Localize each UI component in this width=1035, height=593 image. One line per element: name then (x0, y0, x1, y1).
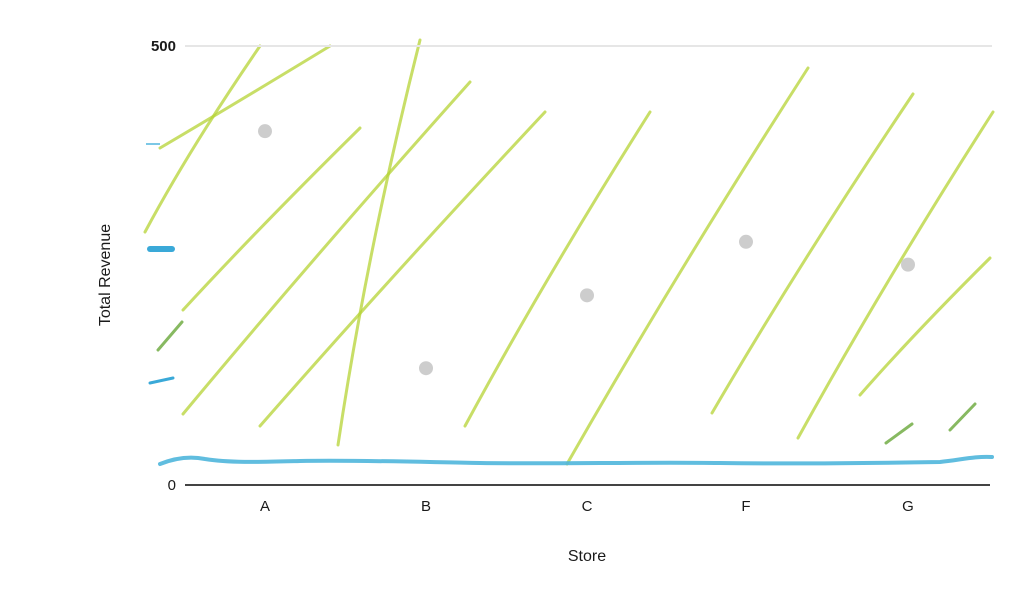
data-point-c (580, 288, 594, 303)
hatch-stroke (181, 126, 362, 312)
hatch-stroke (463, 110, 652, 428)
hatch-stroke (181, 80, 472, 416)
hatch-accent (156, 320, 184, 352)
hatch-stroke (158, 44, 332, 150)
y-tick-label-max: 500 (151, 38, 176, 55)
hatch-stroke (336, 38, 422, 447)
y-axis-title: Total Revenue (97, 224, 114, 326)
x-axis-title: Store (568, 548, 606, 565)
hatch-accent (948, 402, 977, 432)
hatch-stroke (143, 44, 262, 234)
x-tick-label-g: G (902, 498, 914, 515)
hatch-accent (884, 422, 914, 445)
x-tick-label-c: C (582, 498, 593, 515)
hatch-stroke (796, 110, 995, 440)
x-tick-label-b: B (421, 498, 431, 515)
hatch-background (143, 38, 995, 466)
hatch-stroke (710, 92, 915, 415)
y-tick-label-min: 0 (168, 477, 176, 494)
left-marker-low (148, 376, 175, 385)
data-point-a (258, 124, 272, 139)
data-point-b (419, 361, 433, 376)
hatch-stroke (258, 110, 547, 428)
data-point-f (739, 234, 753, 249)
hatch-stroke (858, 256, 992, 397)
hatch-stroke (565, 66, 810, 466)
x-tick-label-a: A (260, 498, 270, 515)
data-point-g (901, 257, 915, 272)
data-points (258, 124, 915, 376)
x-tick-label-f: F (741, 498, 750, 515)
baseline-trace (158, 454, 994, 466)
